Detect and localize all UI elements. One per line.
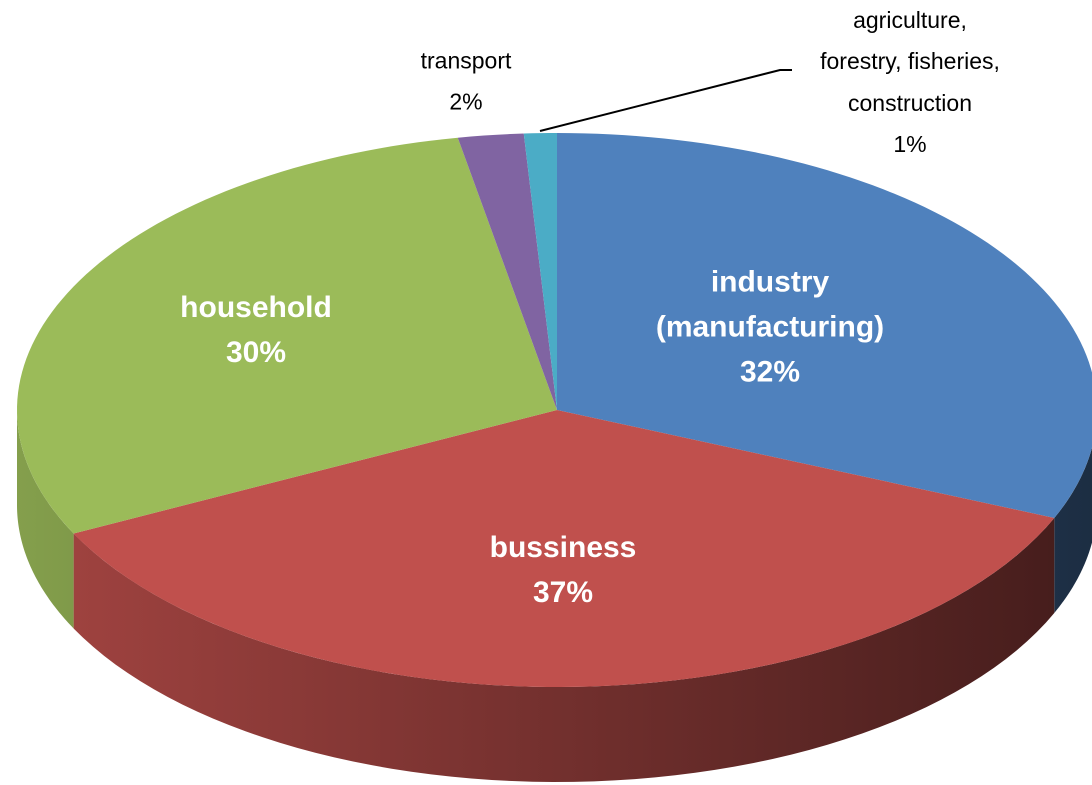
category-label: agriculture, forestry, fisheries, constr… — [820, 7, 1000, 116]
slice — [73, 410, 1055, 687]
value-label: 32% — [739, 355, 801, 389]
category-label: transport — [420, 47, 512, 74]
category-label: bussiness — [489, 531, 637, 564]
value-label: 1% — [893, 131, 927, 158]
slice — [17, 137, 557, 534]
slice-side — [1054, 447, 1092, 613]
slice-side — [73, 517, 1055, 782]
slice-label: household 30% — [180, 285, 332, 375]
slice-label: agriculture, forestry, fisheries, constr… — [820, 0, 1000, 166]
leader-line — [539, 69, 792, 132]
slice-label: transport 2% — [421, 41, 512, 124]
slice — [557, 133, 1092, 518]
category-label: industry (manufacturing) — [655, 265, 885, 344]
category-label: household — [180, 291, 332, 324]
value-label: 37% — [532, 576, 594, 609]
slice — [457, 133, 557, 410]
value-label: 30% — [225, 336, 287, 369]
slice-side — [17, 410, 74, 629]
slice-label: bussiness 37% — [490, 525, 637, 615]
slice — [523, 133, 557, 410]
slice-label: industry (manufacturing) 32% — [656, 260, 884, 395]
value-label: 2% — [449, 89, 483, 115]
